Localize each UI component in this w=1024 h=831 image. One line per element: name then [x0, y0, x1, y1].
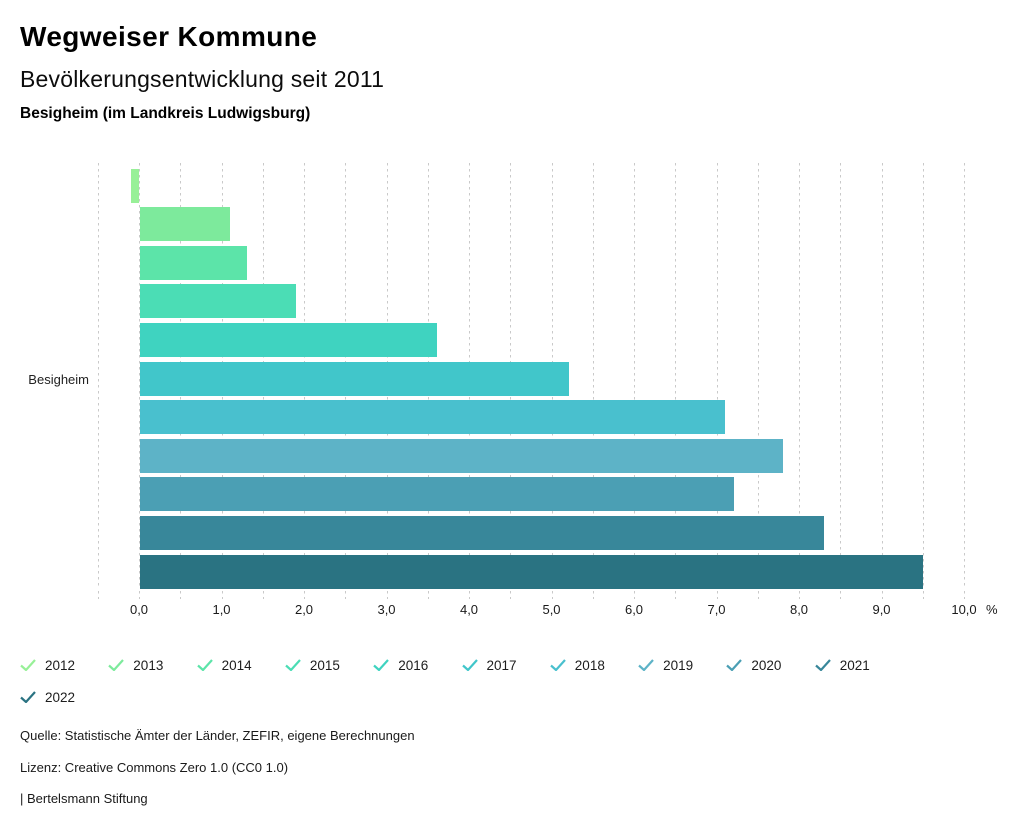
- vertical-gridline: [634, 163, 635, 587]
- chart-title: Bevölkerungsentwicklung seit 2011: [20, 66, 385, 92]
- legend-item-label: 2015: [309, 657, 340, 673]
- check-icon: [461, 659, 478, 671]
- legend-item-2017[interactable]: 2017: [461, 657, 517, 673]
- check-icon: [108, 659, 125, 671]
- x-axis-tick: [551, 591, 553, 599]
- legend-item-label: 2020: [751, 657, 782, 673]
- legend-item-label: 2021: [839, 657, 870, 673]
- vertical-gridline: [716, 163, 718, 587]
- legend-item-2019[interactable]: 2019: [638, 657, 693, 673]
- x-axis-tick: [799, 591, 800, 599]
- x-axis-tick-label: 5,0: [542, 602, 561, 617]
- x-axis-tick-label: 2,0: [294, 602, 314, 617]
- vertical-gridline: [592, 163, 594, 587]
- vertical-gridline: [922, 163, 924, 587]
- x-axis-tick: [97, 591, 99, 599]
- x-axis-tick: [139, 591, 140, 599]
- x-axis-tick-label: 3,0: [377, 602, 396, 617]
- legend-item-2021[interactable]: 2021: [814, 657, 870, 673]
- bar-2021[interactable]: [139, 515, 825, 550]
- check-icon: [285, 659, 301, 671]
- x-axis-tick: [922, 591, 924, 599]
- x-axis-tick-label: 7,0: [707, 602, 726, 617]
- legend-item-label: 2016: [398, 657, 429, 673]
- legend-item-2020[interactable]: 2020: [726, 657, 781, 673]
- vertical-gridline: [757, 163, 759, 587]
- x-axis-tick: [221, 591, 223, 599]
- x-axis-tick: [304, 591, 305, 599]
- chart-region-subtitle: Besigheim (im Landkreis Ludwigsburg): [20, 105, 311, 122]
- bar-2017[interactable]: [139, 361, 569, 396]
- legend-item-2022[interactable]: 2022: [20, 689, 75, 705]
- vertical-gridline: [799, 163, 800, 587]
- check-icon: [638, 659, 654, 671]
- bar-2022[interactable]: [139, 554, 924, 589]
- check-icon: [550, 659, 566, 671]
- x-axis-tick: [964, 591, 965, 599]
- y-axis-category-label: Besigheim: [28, 372, 89, 387]
- x-axis-unit-label: %: [986, 602, 998, 617]
- x-axis-tick: [592, 591, 594, 599]
- check-icon: [373, 659, 390, 671]
- legend-item-2012[interactable]: 2012: [20, 657, 75, 673]
- bar-2020[interactable]: [139, 477, 734, 512]
- x-axis-tick-label: 10,0: [951, 602, 977, 617]
- bar-2013[interactable]: [139, 207, 231, 242]
- legend-item-label: 2018: [574, 657, 605, 673]
- x-axis-tick-label: 9,0: [872, 602, 891, 617]
- bar-2015[interactable]: [139, 284, 297, 319]
- x-axis-tick: [716, 591, 718, 599]
- x-axis-tick: [180, 591, 182, 599]
- x-axis-tick: [881, 591, 883, 599]
- x-axis-tick: [510, 591, 512, 599]
- legend-item-2014[interactable]: 2014: [196, 657, 252, 673]
- legend-item-2015[interactable]: 2015: [285, 657, 340, 673]
- page-title: Wegweiser Kommune: [20, 21, 318, 52]
- legend-item-2016[interactable]: 2016: [373, 657, 428, 673]
- x-axis-tick: [345, 591, 347, 599]
- bar-2016[interactable]: [139, 322, 437, 357]
- x-axis-tick: [469, 591, 470, 599]
- legend-item-2018[interactable]: 2018: [550, 657, 605, 673]
- check-icon: [196, 659, 213, 671]
- x-axis-tick-label: 4,0: [459, 602, 479, 617]
- legend-item-label: 2013: [133, 657, 164, 673]
- x-axis-tick-label: 0,0: [129, 602, 149, 617]
- bar-2019[interactable]: [139, 438, 783, 473]
- bar-2014[interactable]: [139, 245, 247, 280]
- vertical-gridline: [97, 163, 99, 587]
- vertical-gridline: [964, 163, 965, 587]
- x-axis-tick-label: 6,0: [624, 602, 644, 617]
- bar-2018[interactable]: [139, 400, 726, 435]
- license-note: Lizenz: Creative Commons Zero 1.0 (CC0 1…: [20, 760, 289, 775]
- check-icon: [20, 659, 36, 671]
- x-axis-tick-label: 1,0: [212, 602, 231, 617]
- x-axis-tick: [675, 591, 677, 599]
- vertical-gridline: [881, 163, 883, 587]
- legend-item-2013[interactable]: 2013: [108, 657, 163, 673]
- source-note: Quelle: Statistische Ämter der Länder, Z…: [20, 728, 415, 743]
- vertical-gridline: [675, 163, 677, 587]
- x-axis-tick: [386, 591, 388, 599]
- attribution-note: | Bertelsmann Stiftung: [20, 791, 148, 806]
- x-axis-tick: [427, 591, 429, 599]
- legend-item-label: 2014: [221, 657, 252, 673]
- x-axis-tick: [634, 591, 635, 599]
- x-axis-tick: [840, 591, 842, 599]
- legend-item-label: 2022: [45, 689, 76, 705]
- check-icon: [726, 659, 743, 671]
- bar-2012[interactable]: [130, 168, 139, 203]
- check-icon: [814, 659, 831, 671]
- legend-item-label: 2012: [45, 657, 76, 673]
- x-axis-tick: [262, 591, 264, 599]
- x-axis-tick: [757, 591, 759, 599]
- check-icon: [20, 691, 36, 703]
- legend-item-label: 2017: [486, 657, 517, 673]
- x-axis-tick-label: 8,0: [789, 602, 809, 617]
- vertical-gridline: [840, 163, 842, 587]
- legend-item-label: 2019: [663, 657, 694, 673]
